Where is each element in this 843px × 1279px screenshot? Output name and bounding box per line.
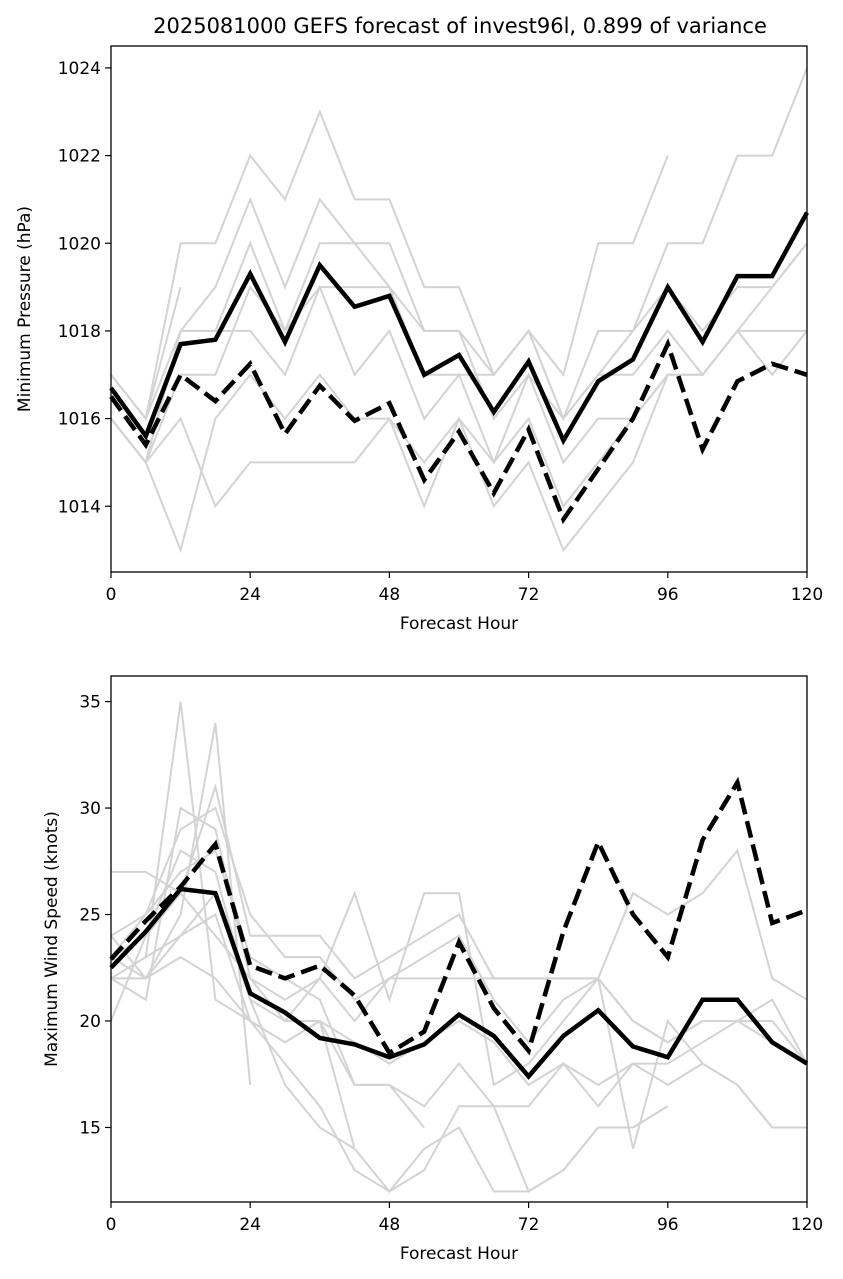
wind-x-tick-label: 48 <box>379 1215 401 1235</box>
wind-x-tick-label: 0 <box>106 1215 117 1235</box>
pressure-axes-frame <box>110 45 808 573</box>
wind-panel: 0 24 48 72 96 120 15 20 25 30 35 Forecast Hour Ma… <box>42 675 823 1264</box>
pressure-solid-mean-line <box>109 211 809 446</box>
pressure-panel: 2025081000 GEFS forecast of invest96l, 0… <box>15 14 823 634</box>
pressure-y-ticks: 1014 1016 1018 1020 1022 1024 <box>58 59 111 517</box>
pressure-y-tick-label: 1022 <box>58 147 101 167</box>
pressure-x-tick-label: 0 <box>106 585 117 605</box>
wind-ensemble-member-line-10 <box>110 935 356 1150</box>
chart-title: 2025081000 GEFS forecast of invest96l, 0… <box>153 14 767 38</box>
pressure-ensemble-member-line-3 <box>110 240 808 465</box>
wind-y-axis-label: Maximum Wind Speed (knots) <box>42 811 62 1067</box>
pressure-x-tick-label: 120 <box>791 585 823 605</box>
pressure-y-axis-label: Minimum Pressure (hPa) <box>15 206 35 412</box>
wind-ensemble-member-line-9 <box>110 891 808 1087</box>
wind-y-ticks: 15 20 25 30 35 <box>79 693 111 1138</box>
pressure-ensemble-member-line-1 <box>110 109 669 421</box>
wind-x-axis-label: Forecast Hour <box>400 1244 518 1264</box>
pressure-x-axis-label: Forecast Hour <box>400 614 518 634</box>
wind-plot-area <box>109 701 809 1193</box>
pressure-y-tick-label: 1020 <box>58 234 101 254</box>
pressure-x-tick-label: 72 <box>518 585 540 605</box>
wind-y-tick-label: 25 <box>79 906 101 926</box>
wind-x-tick-label: 120 <box>791 1215 823 1235</box>
pressure-ensemble-member-line-6 <box>110 329 808 553</box>
wind-y-tick-label: 15 <box>79 1118 101 1138</box>
pressure-x-tick-label: 48 <box>379 585 401 605</box>
pressure-x-tick-label: 24 <box>239 585 261 605</box>
wind-x-ticks: 0 24 48 72 96 120 <box>106 1202 823 1235</box>
wind-x-tick-label: 72 <box>518 1215 540 1235</box>
pressure-y-tick-label: 1024 <box>58 59 101 79</box>
pressure-y-tick-label: 1016 <box>58 410 101 430</box>
pressure-ensemble-member-line-7 <box>110 373 669 554</box>
pressure-y-tick-label: 1018 <box>58 322 101 342</box>
pressure-x-tick-label: 96 <box>657 585 679 605</box>
wind-dashed-line <box>109 776 808 1056</box>
wind-solid-mean-line <box>109 886 809 1080</box>
pressure-x-ticks: 0 24 48 72 96 120 <box>106 572 823 605</box>
wind-x-tick-label: 24 <box>239 1215 261 1235</box>
pressure-plot-area <box>109 67 809 554</box>
pressure-dashed-line <box>109 338 808 525</box>
pressure-y-tick-label: 1014 <box>58 497 101 517</box>
wind-y-tick-label: 20 <box>79 1012 101 1032</box>
wind-x-tick-label: 96 <box>657 1215 679 1235</box>
wind-y-tick-label: 30 <box>79 799 101 819</box>
wind-ensemble-member-line-2 <box>110 722 252 1085</box>
wind-y-tick-label: 35 <box>79 693 101 713</box>
wind-axes-frame <box>110 675 808 1203</box>
pressure-ensemble-member-line-8 <box>110 284 807 466</box>
